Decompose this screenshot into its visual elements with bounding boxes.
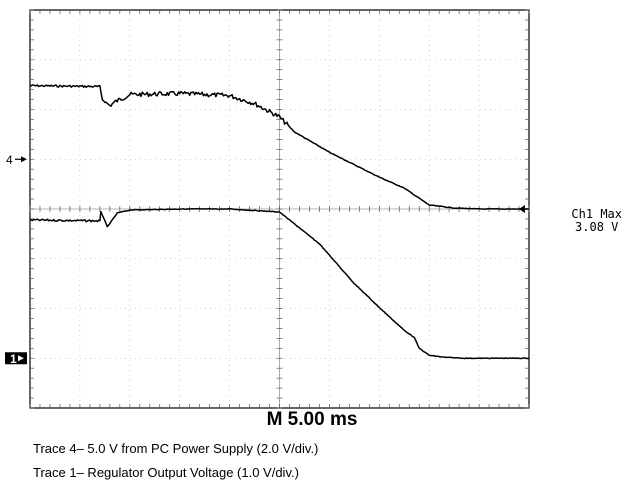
ch1-marker-arrow <box>18 355 24 362</box>
trigger-level-arrow <box>519 205 525 213</box>
readout-line-1: Ch1 Max <box>571 207 622 221</box>
timebase-label: M 5.00 ms <box>266 409 358 430</box>
ch4-marker-label: 4 <box>6 153 13 167</box>
ch1-max-readout: Ch1 Max 3.08 V <box>571 208 622 234</box>
ch1-marker-label: 1 <box>10 352 17 366</box>
graticule <box>29 9 530 409</box>
readout-line-2: 3.08 V <box>575 220 619 234</box>
trace-layer <box>29 84 530 360</box>
ch4-marker-arrow <box>21 156 27 163</box>
trace-ch1 <box>29 207 530 360</box>
channel-markers: 41 <box>5 153 528 366</box>
trace-ch4 <box>29 84 530 211</box>
ch1-marker-box <box>5 352 27 365</box>
caption-trace-4: Trace 4– 5.0 V from PC Power Supply (2.0… <box>33 441 319 456</box>
oscilloscope-display: 41 <box>5 9 530 409</box>
caption-trace-1: Trace 1– Regulator Output Voltage (1.0 V… <box>33 465 299 480</box>
